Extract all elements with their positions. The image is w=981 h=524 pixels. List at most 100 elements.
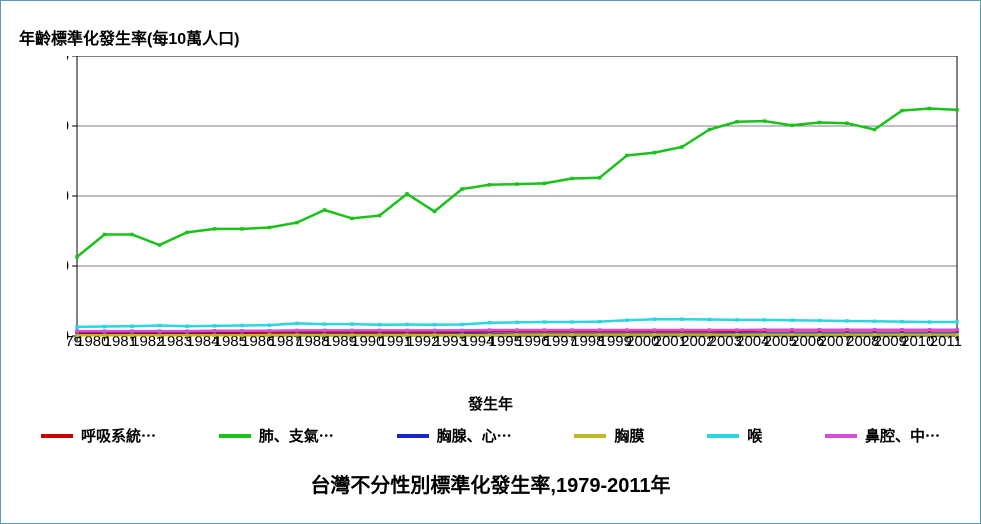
legend-item: 喉 — [707, 425, 762, 446]
series-marker — [323, 208, 327, 212]
series-marker — [405, 333, 409, 337]
series-marker — [158, 324, 162, 328]
series-marker — [790, 124, 794, 128]
legend-swatch — [825, 434, 857, 438]
series-marker — [928, 328, 932, 332]
series-marker — [763, 328, 767, 332]
series-marker — [900, 328, 904, 332]
series-marker — [515, 182, 519, 186]
legend-label: 肺、支氣⋯ — [259, 425, 334, 446]
series-marker — [955, 320, 959, 324]
series-marker — [570, 333, 574, 337]
series-marker — [570, 177, 574, 181]
legend-label: 喉 — [747, 425, 762, 446]
series-marker — [515, 328, 519, 332]
series-marker — [488, 333, 492, 337]
series-marker — [845, 121, 849, 125]
y-tick-label: 10 — [67, 258, 69, 275]
legend-swatch — [219, 434, 251, 438]
series-marker — [515, 333, 519, 337]
series-marker — [323, 329, 327, 333]
series-marker — [75, 255, 79, 259]
series-marker — [543, 333, 547, 337]
series-marker — [158, 334, 162, 338]
series-marker — [625, 154, 629, 158]
series-marker — [543, 320, 547, 324]
series-marker — [543, 182, 547, 186]
series-marker — [405, 329, 409, 333]
series-marker — [75, 325, 79, 329]
series-marker — [625, 333, 629, 337]
legend-label: 鼻腔、中⋯ — [865, 425, 940, 446]
series-marker — [928, 333, 932, 337]
series-marker — [433, 329, 437, 333]
series-marker — [323, 322, 327, 326]
series-marker — [130, 334, 134, 338]
series-marker — [350, 322, 354, 326]
series-marker — [708, 328, 712, 332]
chart-caption: 台灣不分性別標準化發生率,1979-2011年 — [1, 469, 980, 498]
series-marker — [240, 334, 244, 338]
series-marker — [268, 333, 272, 337]
series-marker — [680, 317, 684, 321]
y-tick-label: 40 — [67, 56, 69, 65]
series-marker — [598, 320, 602, 324]
series-marker — [680, 333, 684, 337]
series-marker — [213, 329, 217, 333]
y-tick-label: 20 — [67, 188, 69, 205]
series-marker — [240, 227, 244, 231]
series-marker — [295, 329, 299, 333]
series-marker — [873, 333, 877, 337]
series-marker — [433, 210, 437, 214]
series-marker — [460, 333, 464, 337]
series-marker — [460, 323, 464, 327]
series-marker — [625, 328, 629, 332]
series-marker — [158, 243, 162, 247]
series-marker — [955, 108, 959, 112]
series-marker — [268, 226, 272, 230]
series-marker — [735, 120, 739, 124]
series-marker — [213, 227, 217, 231]
series-marker — [735, 328, 739, 332]
y-axis-title: 年齡標準化發生率(每10萬人口) — [19, 25, 239, 49]
series-marker — [845, 328, 849, 332]
series-marker — [158, 329, 162, 333]
series-marker — [405, 192, 409, 196]
series-marker — [433, 333, 437, 337]
series-marker — [75, 329, 79, 333]
series-marker — [185, 324, 189, 328]
legend-item: 胸腺、心⋯ — [397, 425, 512, 446]
series-marker — [653, 333, 657, 337]
series-marker — [350, 217, 354, 221]
series-marker — [240, 329, 244, 333]
series-marker — [295, 333, 299, 337]
series-marker — [570, 320, 574, 324]
series-marker — [488, 328, 492, 332]
series-marker — [900, 109, 904, 113]
series-marker — [598, 328, 602, 332]
series-marker — [103, 329, 107, 333]
series-marker — [653, 328, 657, 332]
series-marker — [653, 317, 657, 321]
series-marker — [598, 176, 602, 180]
legend-swatch — [397, 434, 429, 438]
legend-label: 胸腺、心⋯ — [437, 425, 512, 446]
series-marker — [818, 319, 822, 323]
line-chart-plot: 0102030401979198019811982198319841985198… — [67, 56, 977, 396]
series-marker — [130, 329, 134, 333]
series-marker — [488, 321, 492, 325]
legend-swatch — [707, 434, 739, 438]
series-marker — [130, 233, 134, 237]
series-marker — [378, 323, 382, 327]
series-marker — [268, 323, 272, 327]
series-marker — [103, 325, 107, 329]
series-marker — [763, 119, 767, 123]
series-marker — [213, 334, 217, 338]
series-marker — [625, 319, 629, 323]
series-marker — [378, 329, 382, 333]
legend-swatch — [41, 434, 73, 438]
series-marker — [295, 322, 299, 326]
series-marker — [680, 328, 684, 332]
legend: 呼吸系統⋯肺、支氣⋯胸腺、心⋯胸膜喉鼻腔、中⋯ — [41, 425, 940, 446]
series-marker — [213, 324, 217, 328]
